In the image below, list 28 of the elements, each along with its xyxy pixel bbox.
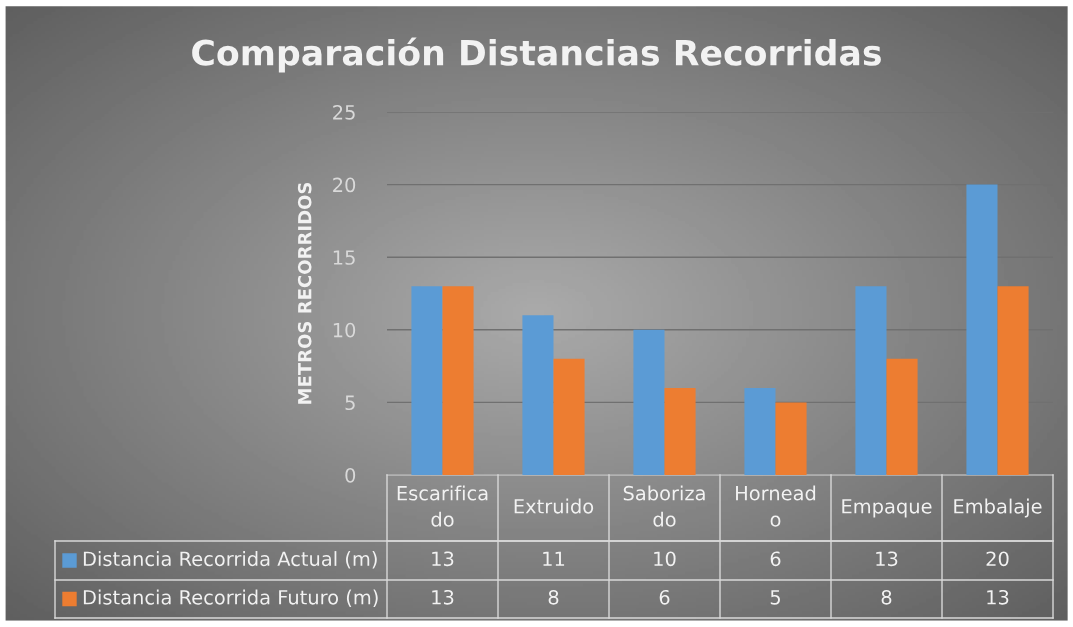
data-label: 11 [543, 551, 565, 566]
x-tick-label: Extruido [514, 498, 594, 514]
data-label: 5 [770, 590, 780, 605]
data-label: 6 [659, 589, 670, 605]
chart-title: Comparación Distancias Recorridas [192, 37, 881, 73]
x-tick-label: Hornead o [736, 485, 816, 527]
data-label: 8 [548, 589, 559, 605]
data-label: 13 [876, 551, 898, 567]
y-tick-label: 0 [345, 467, 356, 483]
data-label: 13 [432, 589, 454, 605]
y-tick-label: 25 [333, 104, 355, 120]
y-tick-label: 10 [333, 322, 356, 338]
legend-label: Distancia Recorrida Futuro (m) [83, 589, 378, 607]
y-axis-title: METROS RECORRIDOS [297, 182, 312, 404]
data-label: 13 [987, 589, 1009, 605]
y-tick-label: 20 [333, 177, 356, 193]
y-tick-label: 15 [333, 250, 355, 265]
data-label: 6 [770, 551, 781, 567]
y-tick-label: 5 [345, 395, 355, 411]
x-tick-label: Escarifica do [397, 485, 488, 527]
data-label: 8 [881, 589, 892, 605]
x-tick-label: Embalaje [954, 498, 1042, 518]
x-tick-label: Empaque [842, 499, 932, 518]
data-label: 13 [432, 551, 454, 567]
x-tick-label: Saboriza do [623, 485, 705, 527]
data-label: 20 [986, 551, 1009, 567]
data-label: 10 [654, 551, 676, 567]
legend-label: Distancia Recorrida Actual (m) [83, 551, 377, 569]
